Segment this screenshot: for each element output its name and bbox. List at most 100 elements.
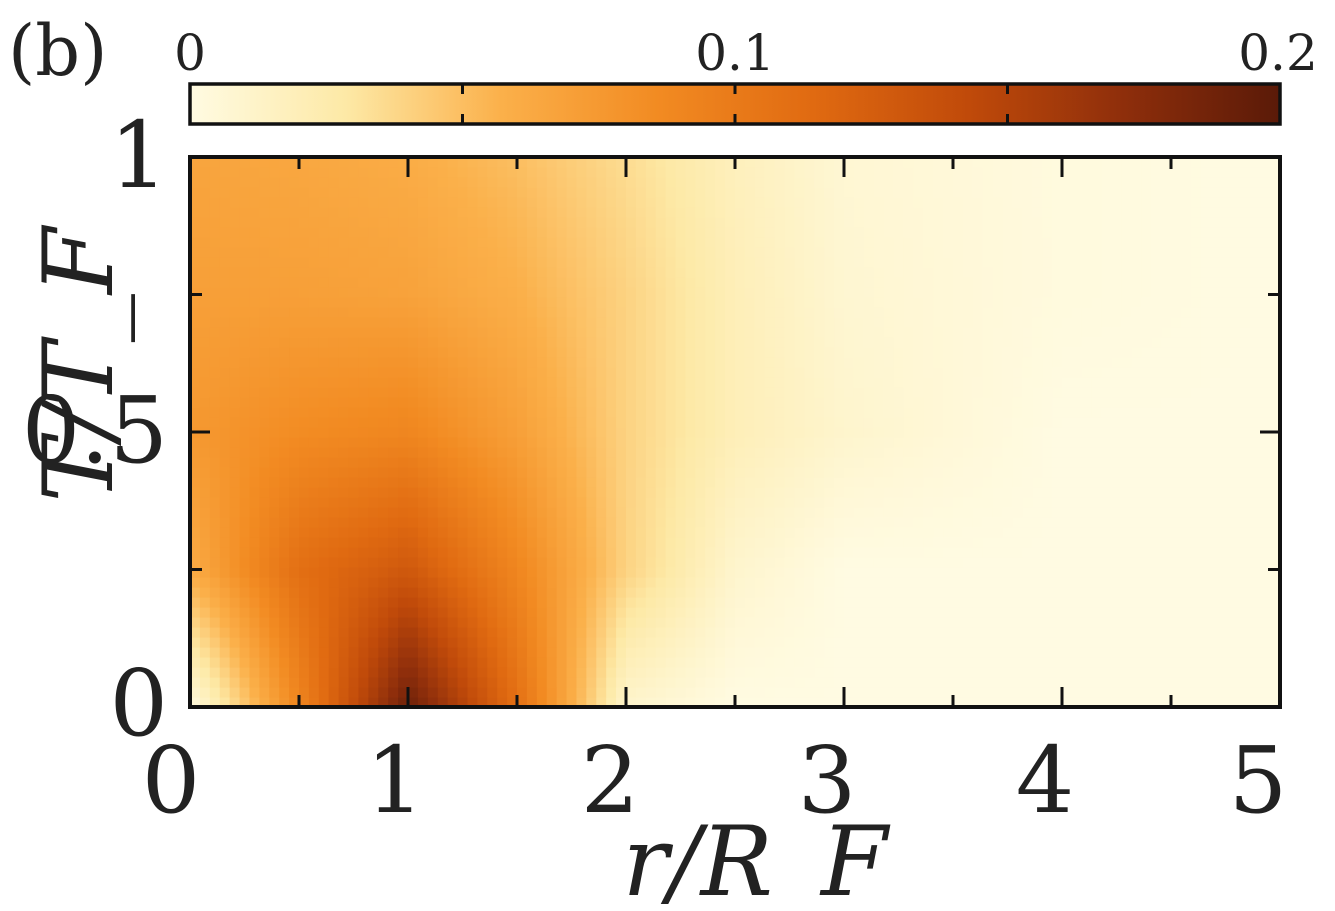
heatmap-cell (358, 437, 369, 448)
heatmap-cell (982, 307, 994, 318)
heatmap-cell (219, 567, 231, 578)
heatmap-cell (883, 597, 895, 608)
heatmap-cell (863, 567, 875, 578)
heatmap-cell (1141, 607, 1152, 618)
heatmap-cell (1022, 607, 1033, 618)
heatmap-cell (1081, 397, 1093, 408)
heatmap-cell (299, 307, 310, 318)
heatmap-cell (863, 617, 875, 628)
heatmap-cell (447, 527, 459, 538)
heatmap-cell (1230, 357, 1241, 368)
heatmap-cell (1250, 537, 1261, 548)
heatmap-cell (1042, 317, 1053, 328)
heatmap-cell (893, 277, 905, 288)
heatmap-cell (517, 477, 528, 488)
heatmap-cell (378, 567, 389, 578)
heatmap-cell (705, 377, 716, 388)
heatmap-cell (199, 337, 211, 348)
heatmap-cell (923, 697, 934, 707)
heatmap-cell (933, 387, 944, 398)
heatmap-cell (933, 677, 944, 688)
heatmap-cell (556, 397, 568, 408)
heatmap-cell (477, 577, 488, 588)
heatmap-cell (814, 557, 825, 568)
heatmap-cell (1260, 617, 1271, 628)
heatmap-cell (1022, 657, 1033, 668)
heatmap-cell (913, 657, 924, 668)
heatmap-cell (328, 657, 340, 668)
heatmap-cell (863, 557, 875, 568)
heatmap-cell (219, 557, 231, 568)
heatmap-cell (883, 547, 895, 558)
heatmap-cell (735, 297, 746, 308)
heatmap-cell (1091, 397, 1103, 408)
heatmap-cell (417, 437, 429, 448)
heatmap-cell (477, 597, 488, 608)
heatmap-cell (556, 597, 568, 608)
heatmap-cell (1200, 497, 1212, 508)
heatmap-cell (1091, 587, 1103, 598)
heatmap-cell (437, 297, 449, 308)
heatmap-cell (1101, 317, 1113, 328)
heatmap-cell (1131, 687, 1142, 698)
heatmap-cell (457, 657, 469, 668)
heatmap-cell (467, 307, 478, 318)
heatmap-cell (1240, 507, 1251, 518)
heatmap-cell (338, 537, 350, 548)
heatmap-cell (1230, 667, 1241, 678)
heatmap-cell (1240, 617, 1251, 628)
heatmap-cell (913, 627, 924, 638)
heatmap-cell (1071, 497, 1083, 508)
heatmap-cell (536, 507, 548, 518)
heatmap-cell (665, 607, 677, 618)
heatmap-cell (1190, 637, 1202, 648)
heatmap-cell (437, 537, 449, 548)
heatmap-cell (715, 687, 726, 698)
heatmap-cell (437, 567, 449, 578)
heatmap-cell (378, 557, 389, 568)
heatmap-cell (873, 417, 885, 428)
heatmap-cell (1260, 487, 1271, 498)
heatmap-cell (1131, 297, 1142, 308)
heatmap-cell (962, 617, 974, 628)
heatmap-cell (1121, 467, 1132, 478)
heatmap-plot (188, 155, 1282, 709)
heatmap-cell (953, 637, 964, 648)
heatmap-cell (1032, 527, 1043, 538)
heatmap-cell (1161, 357, 1172, 368)
heatmap-cell (1131, 657, 1142, 668)
heatmap-cell (1062, 687, 1073, 698)
heatmap-cell (1032, 367, 1043, 378)
heatmap-cell (219, 377, 231, 388)
heatmap-cell (913, 327, 924, 338)
heatmap-cell (259, 627, 270, 638)
heatmap-cell (199, 617, 211, 628)
heatmap-cell (338, 547, 350, 558)
heatmap-cell (1161, 287, 1172, 298)
heatmap-cell (279, 247, 290, 258)
heatmap-cell (863, 367, 875, 378)
heatmap-cell (447, 367, 459, 378)
heatmap-cell (853, 607, 865, 618)
heatmap-cell (318, 387, 330, 398)
heatmap-cell (1200, 687, 1212, 698)
heatmap-cell (943, 327, 954, 338)
heatmap-cell (1200, 327, 1212, 338)
heatmap-cell (318, 437, 330, 448)
heatmap-cell (1032, 537, 1043, 548)
heatmap-cell (923, 507, 934, 518)
heatmap-cell (764, 607, 776, 618)
heatmap-cell (982, 287, 994, 298)
heatmap-cell (576, 537, 587, 548)
heatmap-cell (992, 507, 1004, 518)
heatmap-cell (1260, 437, 1271, 448)
heatmap-cell (487, 677, 498, 688)
heatmap-cell (982, 387, 994, 398)
heatmap-cell (725, 477, 736, 488)
heatmap-cell (1032, 417, 1043, 428)
heatmap-cell (824, 657, 835, 668)
heatmap-cell (1111, 297, 1123, 308)
heatmap-cell (1220, 457, 1232, 468)
heatmap-cell (190, 257, 201, 268)
heatmap-cell (953, 627, 964, 638)
